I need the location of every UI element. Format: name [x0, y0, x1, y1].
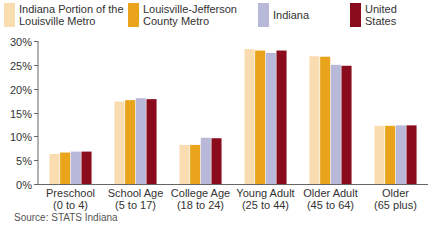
legend-swatch	[4, 3, 15, 27]
chart: 0% 5% 10% 15% 20% 25% 30% Preschool(0 to 4) Scho…	[0, 0, 434, 225]
y-tick	[34, 65, 38, 66]
legend-label-line: Indiana Portion of the	[19, 3, 124, 15]
bar	[309, 56, 319, 184]
y-tick-label: 25%	[10, 60, 32, 72]
y-tick	[34, 160, 38, 161]
bar	[406, 125, 416, 184]
bar	[179, 145, 189, 184]
y-tick	[34, 136, 38, 137]
x-tick-label: Preschool(0 to 4)	[46, 187, 95, 211]
legend-label-line: Louisville Metro	[19, 15, 95, 27]
y-tick-label: 15%	[10, 108, 32, 120]
x-tick-label-line: (65 plus)	[374, 199, 417, 211]
y-tick-label: 20%	[10, 84, 32, 96]
x-axis	[38, 184, 428, 185]
bar	[146, 99, 156, 184]
bar	[71, 152, 81, 184]
y-tick-label: 30%	[10, 36, 32, 48]
legend-label-line: Louisville-Jefferson	[143, 3, 237, 15]
bar	[125, 100, 135, 184]
bar	[190, 145, 200, 184]
y-tick	[34, 113, 38, 114]
legend-swatch	[128, 3, 139, 27]
y-tick	[34, 41, 38, 42]
bar	[385, 126, 395, 184]
x-tick-label-line: (0 to 4)	[53, 199, 88, 211]
bar	[60, 153, 70, 184]
bar	[320, 57, 330, 184]
x-tick-label-line: (25 to 44)	[242, 199, 289, 211]
bar	[49, 154, 59, 184]
x-tick-label-line: Older	[382, 187, 409, 199]
x-tick-label-line: (45 to 64)	[307, 199, 354, 211]
legend-label-line: Indiana	[273, 9, 310, 21]
x-tick-label-line: College Age	[171, 187, 230, 199]
legend-label: UnitedStates	[365, 3, 397, 27]
legend-label-line: States	[365, 15, 397, 27]
bar	[266, 53, 276, 184]
x-tick-label-line: Young Adult	[236, 187, 294, 199]
x-tick-label: Older(65 plus)	[374, 187, 417, 211]
bars	[49, 49, 416, 184]
bar	[341, 66, 351, 184]
legend-label-line: County Metro	[143, 15, 209, 27]
x-tick-label: School Age(5 to 17)	[108, 187, 164, 211]
y-tick-label: 10%	[10, 131, 32, 143]
bar	[244, 49, 254, 184]
legend-label-line: United	[365, 3, 397, 15]
legend-swatch	[350, 3, 361, 27]
y-axis	[38, 41, 39, 184]
bar	[396, 125, 406, 184]
bar	[255, 51, 265, 184]
bar	[374, 126, 384, 184]
bar	[331, 65, 341, 184]
bar	[81, 152, 91, 184]
y-tick	[34, 89, 38, 90]
legend-label: Indiana Portion of theLouisville Metro	[19, 3, 124, 27]
bar	[276, 51, 286, 184]
y-tick	[34, 184, 38, 185]
bar	[114, 102, 124, 184]
bar	[201, 138, 211, 184]
x-tick-label-line: (5 to 17)	[115, 199, 156, 211]
x-tick-label: Young Adult(25 to 44)	[236, 187, 294, 211]
x-tick-label-line: Preschool	[46, 187, 95, 199]
x-tick-label: Older Adult(45 to 64)	[303, 187, 357, 211]
y-tick-label: 0%	[16, 179, 32, 191]
legend-label: Indiana	[273, 9, 310, 21]
x-tick-label-line: (18 to 24)	[177, 199, 224, 211]
legend-swatch	[258, 3, 269, 27]
bar	[136, 98, 146, 184]
x-tick-label-line: School Age	[108, 187, 164, 199]
bar	[211, 138, 221, 184]
source: Source: STATS Indiana	[14, 212, 118, 223]
y-tick-label: 5%	[16, 155, 32, 167]
x-tick-label: College Age(18 to 24)	[171, 187, 230, 211]
legend-label: Louisville-JeffersonCounty Metro	[143, 3, 237, 27]
x-tick-label-line: Older Adult	[303, 187, 357, 199]
